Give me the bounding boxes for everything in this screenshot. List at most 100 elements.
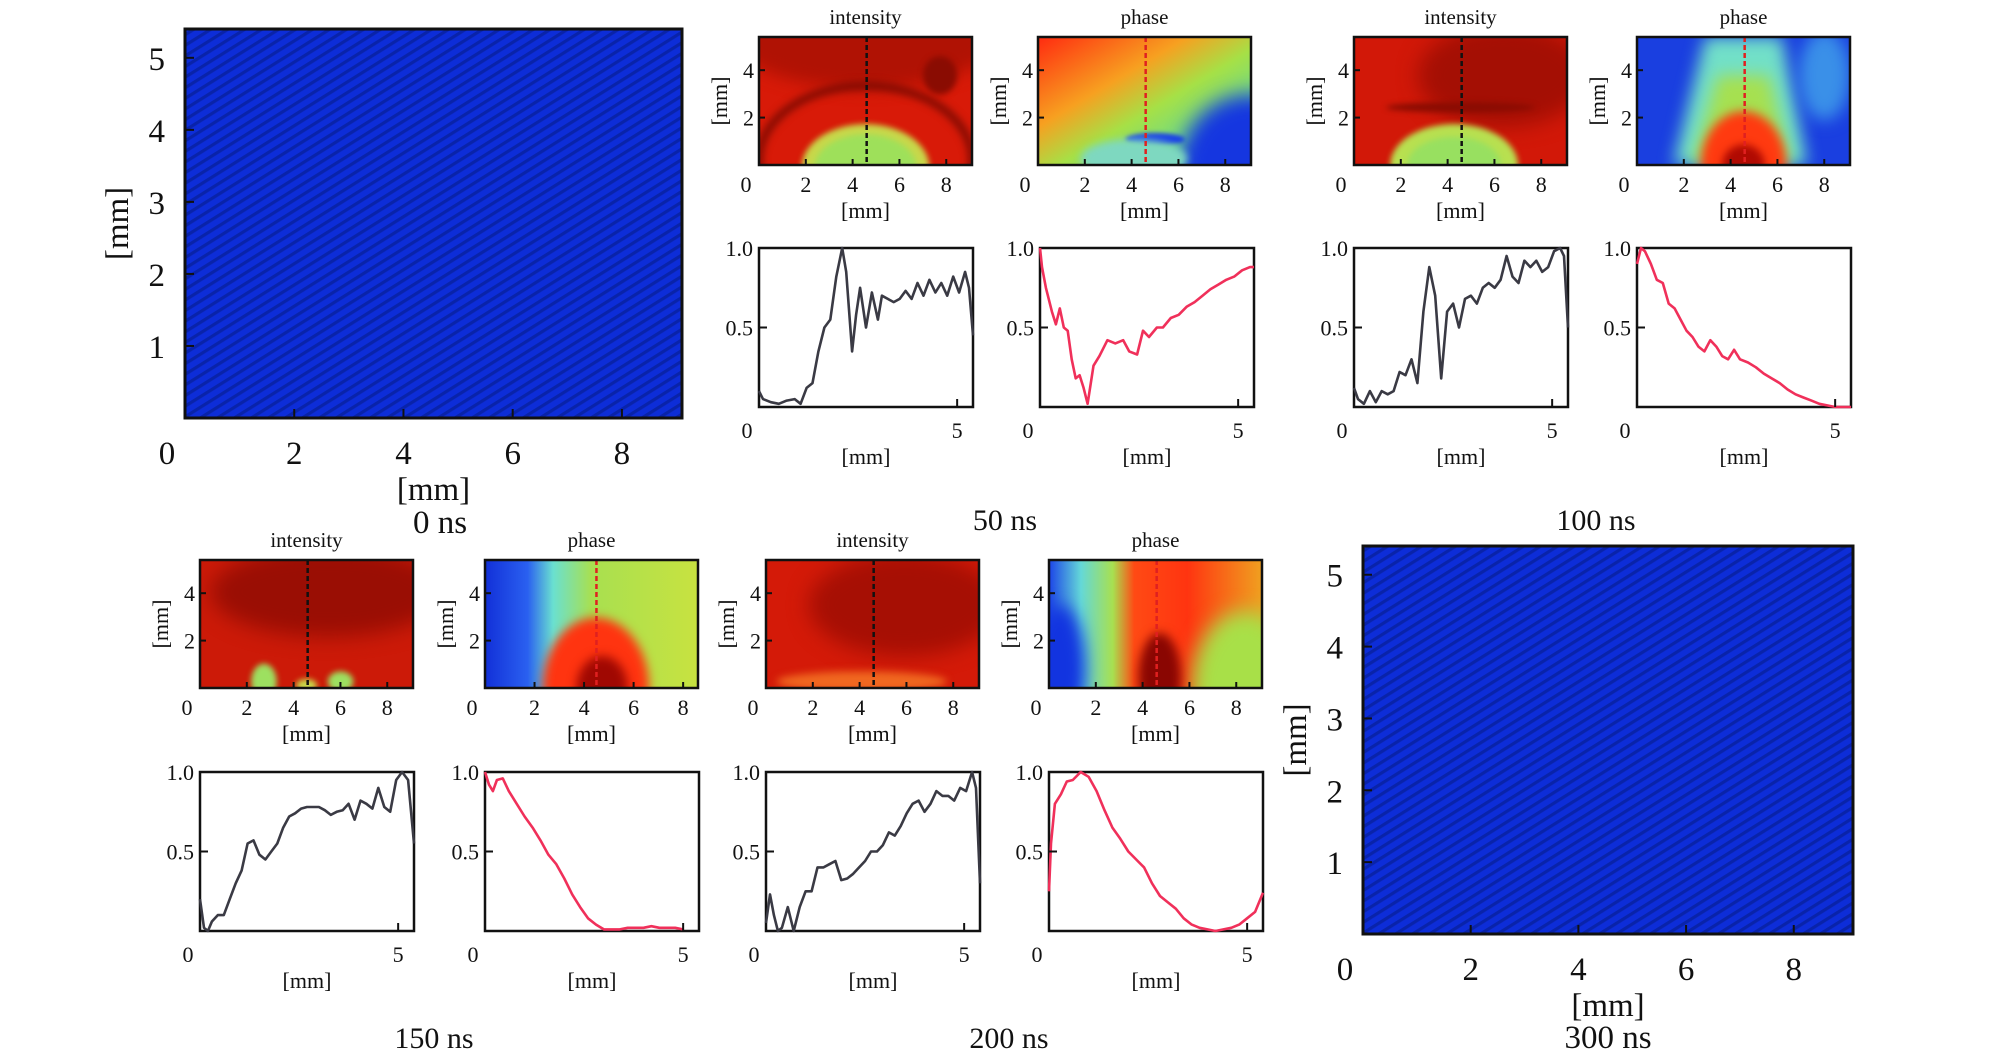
x-tick-label: 2 <box>241 695 252 720</box>
y-axis-label: [mm] <box>148 600 173 649</box>
x-tick-label: 8 <box>941 172 952 197</box>
map-title: intensity <box>829 5 902 29</box>
x-tick-label: 6 <box>1678 952 1695 988</box>
y-tick-label: 2 <box>149 258 166 294</box>
y-tick-label: 1.0 <box>452 760 480 785</box>
y-tick-label: 1.0 <box>167 760 195 785</box>
heatmap-region <box>210 560 413 637</box>
heatmap-image <box>1038 37 1251 165</box>
heatmap-region <box>808 560 979 656</box>
series-line-phase <box>1635 246 1851 409</box>
y-tick-label: 3 <box>149 186 166 222</box>
heatmap-region <box>251 663 277 688</box>
heatmap-region <box>1049 604 1086 688</box>
map-title: phase <box>1132 528 1180 552</box>
x-tick-label: 5 <box>678 942 689 967</box>
x-tick-label: 5 <box>959 942 970 967</box>
heatmap-region <box>1722 144 1765 165</box>
y-axis-label: [mm] <box>100 187 136 260</box>
map-title: phase <box>568 528 616 552</box>
x-tick-label: 4 <box>579 695 590 720</box>
y-tick-label: 5 <box>149 42 166 78</box>
x-axis-label: [mm] <box>848 721 897 746</box>
x-tick-label: 0 <box>1337 418 1348 443</box>
profile-phase: 0 5 0.5 1.0 [mm] <box>1007 236 1256 469</box>
x-tick-label: 0 <box>741 172 752 197</box>
y-tick-label: 0.5 <box>1007 316 1035 341</box>
y-tick-label: 2 <box>1327 774 1344 810</box>
x-tick-label: 8 <box>1220 172 1231 197</box>
x-axis-label: [mm] <box>1719 198 1768 223</box>
series-line-phase <box>483 771 684 931</box>
y-axis-label: [mm] <box>433 600 458 649</box>
x-tick-label: 0 <box>1620 418 1631 443</box>
x-tick-label: 8 <box>948 695 959 720</box>
heatmap-region <box>1385 102 1536 113</box>
map-title: intensity <box>1424 5 1497 29</box>
profile-intensity: 0 5 0.5 1.0 [mm] <box>167 760 416 993</box>
panel-time-label: 100 ns <box>1556 504 1635 537</box>
y-tick-label: 2 <box>1621 106 1632 131</box>
plot-frame <box>764 558 981 690</box>
profile-intensity: 0 5 0.5 1.0 [mm] <box>1321 236 1570 469</box>
y-tick-label: 4 <box>743 58 754 83</box>
x-tick-label: 0 <box>742 418 753 443</box>
plot-frame <box>1047 558 1264 690</box>
x-axis-label: [mm] <box>568 968 617 993</box>
x-tick-label: 6 <box>1184 695 1195 720</box>
panel-time-label: 200 ns <box>969 1022 1048 1055</box>
y-tick-label: 4 <box>1621 58 1632 83</box>
plot-frame <box>1635 246 1853 409</box>
x-tick-label: 4 <box>1570 952 1587 988</box>
heatmap-region <box>923 56 958 95</box>
x-tick-label: 0 <box>467 695 478 720</box>
plot-frame <box>198 770 416 933</box>
plot-frame <box>483 770 701 933</box>
x-tick-label: 0 <box>1619 172 1630 197</box>
profile-phase: 0 5 0.5 1.0 [mm] <box>1604 236 1853 469</box>
x-tick-label: 8 <box>1231 695 1242 720</box>
y-tick-label: 0.5 <box>733 840 761 865</box>
heatmap-region <box>1700 111 1787 165</box>
x-tick-label: 2 <box>807 695 818 720</box>
x-tick-label: 5 <box>1830 418 1841 443</box>
x-axis-label: [mm] <box>849 968 898 993</box>
x-axis-label: [mm] <box>282 721 331 746</box>
y-tick-label: 1 <box>149 330 166 366</box>
x-tick-label: 0 <box>182 695 193 720</box>
x-tick-label: 6 <box>504 436 521 472</box>
x-axis-label: [mm] <box>1131 721 1180 746</box>
panel-time-label: 150 ns <box>394 1022 473 1055</box>
x-tick-label: 5 <box>1547 418 1558 443</box>
y-tick-label: 1.0 <box>1604 236 1632 261</box>
heatmap-image <box>766 560 979 688</box>
heatmap-image <box>185 29 682 418</box>
x-tick-label: 6 <box>901 695 912 720</box>
y-tick-label: 2 <box>469 629 480 654</box>
series-line-intensity <box>757 246 975 406</box>
plot-frame <box>1352 35 1569 167</box>
heatmap-image <box>485 560 698 688</box>
series-line-intensity <box>198 770 416 933</box>
x-axis-label: [mm] <box>1436 198 1485 223</box>
y-axis-label: [mm] <box>1278 703 1314 776</box>
x-tick-label: 4 <box>395 436 412 472</box>
panel-time-label: 0 ns <box>413 505 467 541</box>
y-tick-label: 2 <box>743 106 754 131</box>
x-axis-label: [mm] <box>1437 444 1486 469</box>
plot-frame <box>1038 246 1256 409</box>
x-tick-label: 0 <box>468 942 479 967</box>
x-tick-label: 6 <box>1489 172 1500 197</box>
y-tick-label: 0.5 <box>1604 316 1632 341</box>
x-tick-label: 0 <box>748 695 759 720</box>
x-tick-label: 4 <box>1137 695 1148 720</box>
series-line-intensity <box>764 770 982 933</box>
y-tick-label: 5 <box>1327 559 1344 595</box>
